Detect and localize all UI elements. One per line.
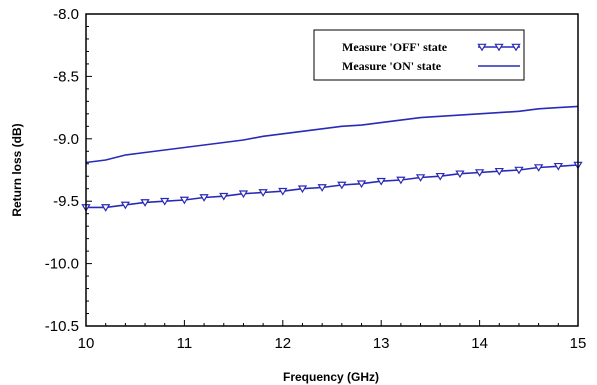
data-point-off (278, 187, 288, 196)
data-point-off (356, 180, 367, 189)
axes: 10 11 12 13 14 15 -8.0 -8.5 -9.0 -9.5 -10.0 -10.5 (45, 6, 587, 352)
y-tick-label: -8.5 (53, 68, 79, 85)
data-point-off (514, 166, 524, 175)
x-tick-label: 15 (570, 335, 587, 352)
x-tick-label: 13 (373, 335, 390, 352)
legend-marker-off (494, 43, 504, 52)
data-point-off (219, 192, 229, 201)
data-point-off (238, 190, 249, 199)
y-tick-label: -9.5 (53, 193, 79, 210)
legend-label-off: Measure 'OFF' state (342, 40, 448, 54)
legend-label-on: Measure 'ON' state (342, 59, 442, 73)
data-point-off (140, 199, 150, 207)
legend-sample-off (477, 43, 521, 52)
data-point-off (376, 177, 386, 186)
y-tick-label: -8.0 (53, 6, 79, 23)
data-point-off (199, 194, 209, 202)
y-axis-label: Return loss (dB) (10, 123, 24, 216)
data-point-off (533, 164, 544, 172)
data-point-off (415, 174, 426, 182)
data-point-off (160, 197, 170, 206)
legend-box (313, 29, 525, 81)
legend-marker-off (477, 43, 487, 52)
y-tick-label: -9.0 (53, 131, 79, 148)
series-line-on (85, 105, 579, 164)
data-point-off (553, 162, 563, 171)
legend: Measure 'OFF' state Measure 'ON' state (313, 29, 525, 81)
data-point-off (297, 185, 308, 194)
data-point-off (101, 204, 111, 212)
x-tick-label: 14 (471, 335, 488, 352)
data-point-off (455, 170, 465, 179)
data-point-off (258, 189, 268, 197)
x-tick-label: 11 (177, 335, 193, 352)
data-point-off (474, 169, 485, 177)
data-point-off (337, 181, 347, 190)
data-point-off (396, 176, 406, 185)
data-point-off (494, 167, 504, 176)
y-tick-label: -10.5 (45, 318, 79, 335)
legend-marker-off (511, 43, 521, 52)
plot-frame (85, 13, 579, 327)
series-line-off (86, 164, 579, 209)
data-point-off (317, 184, 327, 192)
x-axis-label: Frequency (GHz) (283, 370, 379, 384)
x-tick-label: 12 (274, 335, 291, 352)
data-point-off (120, 201, 131, 210)
data-point-off (179, 196, 190, 205)
series-layer (81, 105, 583, 212)
x-tick-label: 10 (78, 335, 95, 352)
y-tick-label: -10.0 (45, 256, 79, 273)
data-point-off (435, 172, 445, 181)
